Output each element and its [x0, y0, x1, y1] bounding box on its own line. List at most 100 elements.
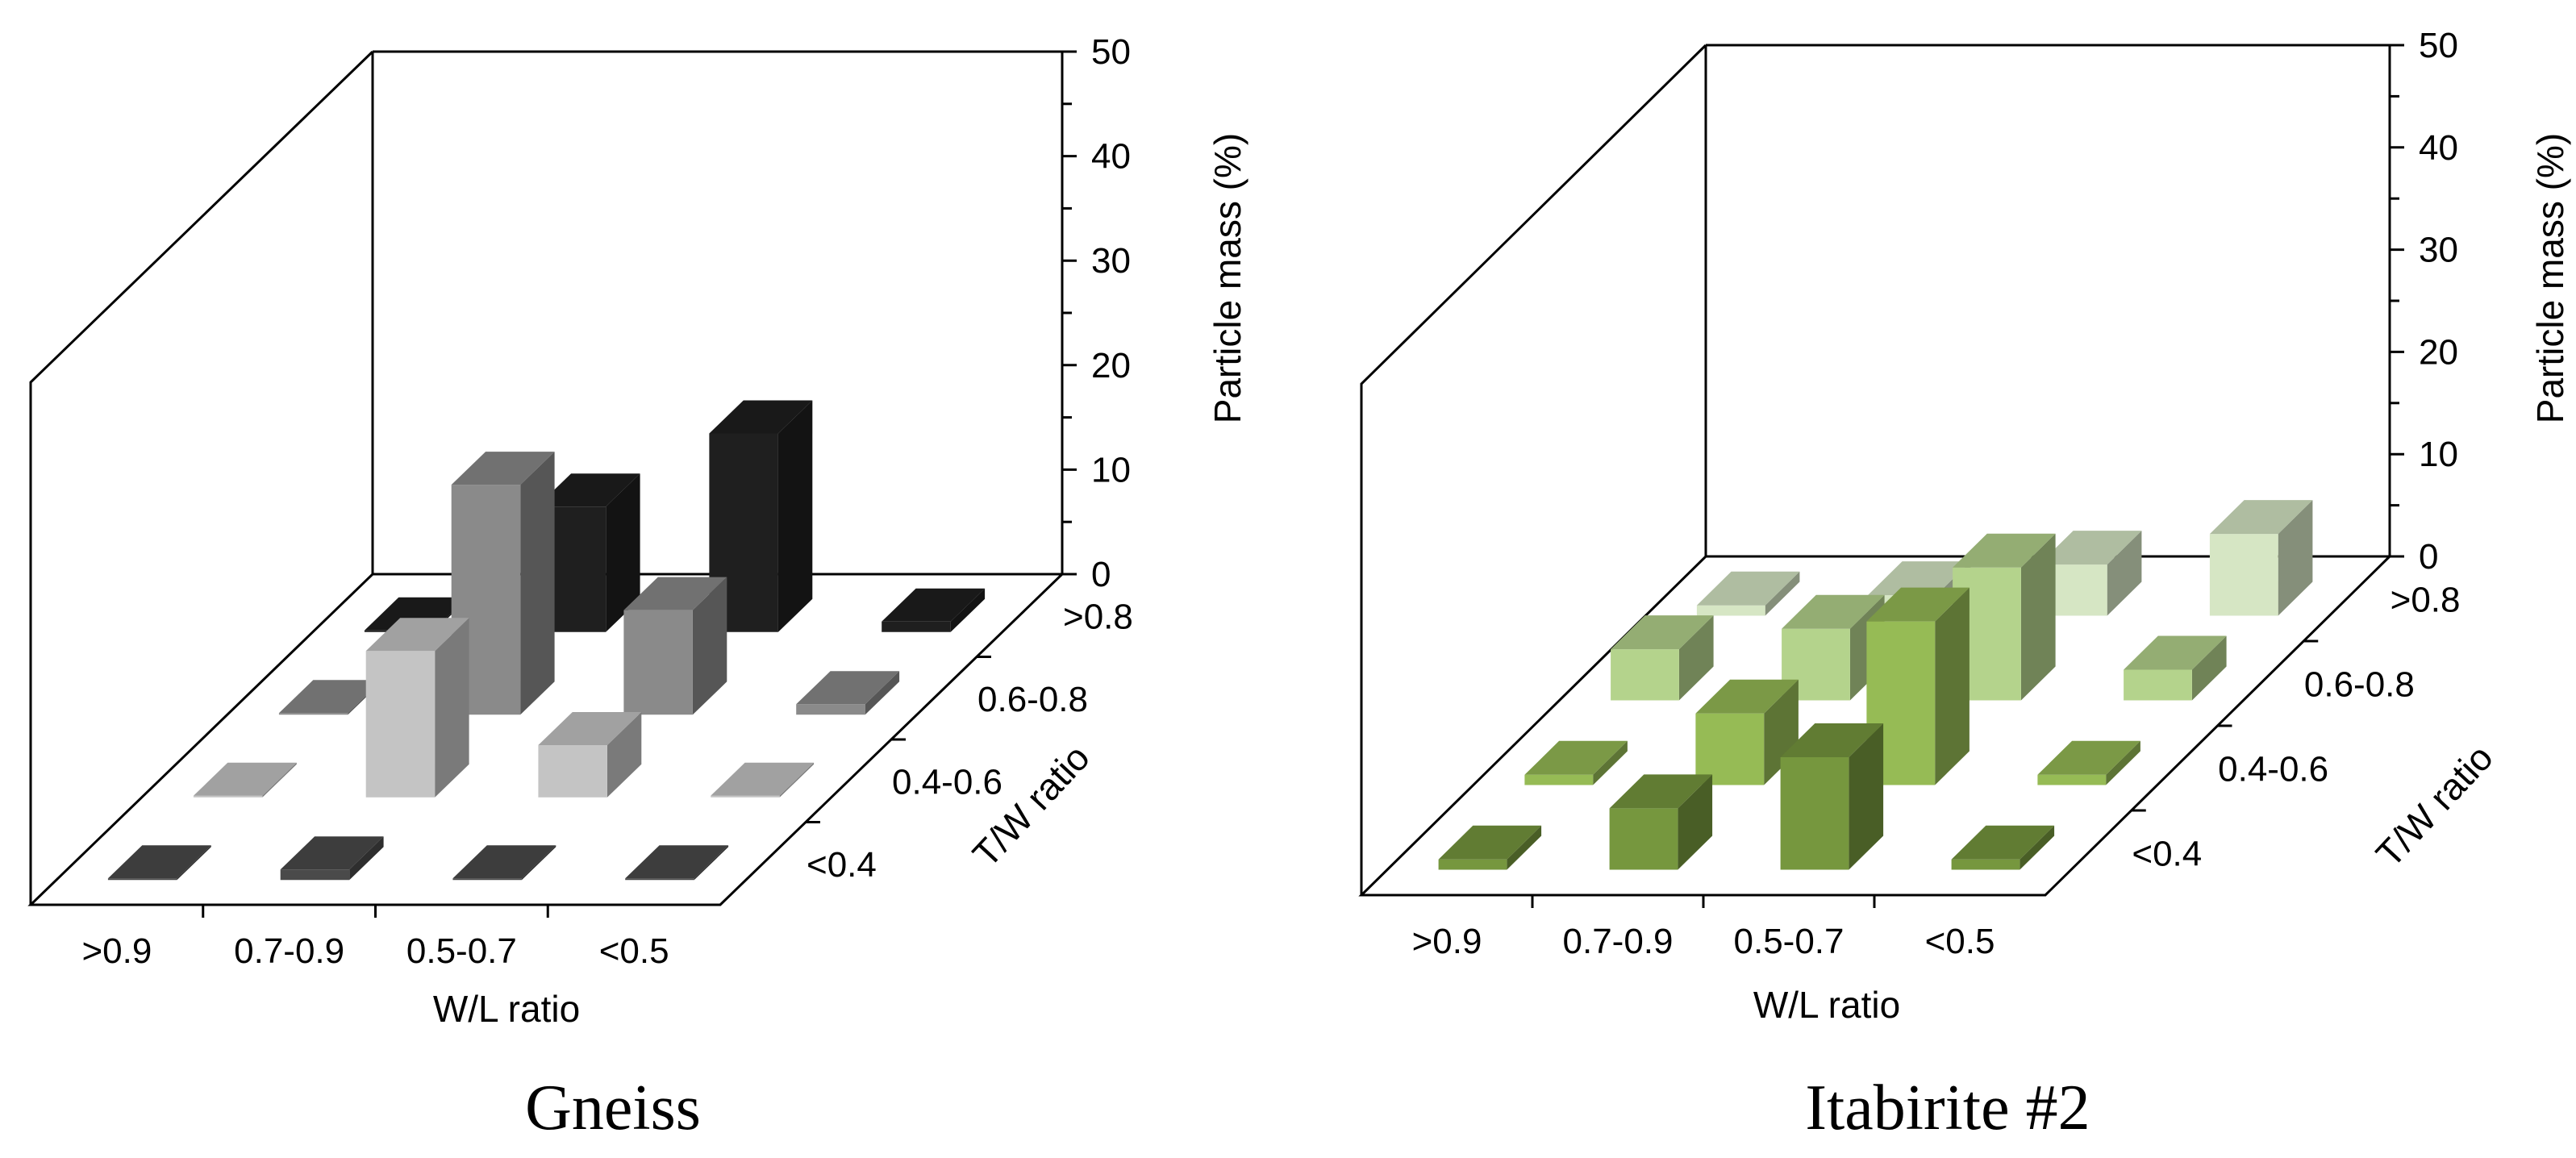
bar-side-face	[777, 400, 813, 632]
bar-front-face	[2037, 774, 2107, 785]
y-tick-label: 20	[2419, 332, 2458, 372]
x-tick-label-0p7-0p9: 0.7-0.9	[234, 931, 344, 971]
bar-front-face	[107, 878, 177, 881]
bar-lt-0p4-0p7-0p9	[1609, 774, 1713, 870]
bar-front-face	[278, 713, 348, 715]
bar-gt-0p8-gt-0p9	[1696, 571, 1800, 616]
bar-side-face	[2107, 531, 2142, 616]
bar-top-face	[623, 577, 727, 610]
bar-side-face	[606, 473, 640, 632]
bar-front-face	[538, 745, 607, 798]
bar-top-face	[1438, 825, 1542, 860]
bar-top-face	[1782, 594, 1885, 629]
z-axis: <0.4 0.4-0.6 0.6-0.8 >0.8 T/W ratio	[806, 597, 1133, 885]
bar-top-face	[2038, 531, 2142, 565]
bar-front-face	[1696, 605, 1765, 616]
bar-top-face	[452, 845, 556, 879]
left-wall-edge	[29, 50, 374, 905]
chart-title: Gneiss	[525, 1073, 701, 1143]
bar-side-face	[2020, 533, 2056, 701]
bar-top-face	[1609, 774, 1713, 809]
bar-gt-0p8-0p5-0p7	[2038, 531, 2142, 616]
x-axis: >0.9 0.7-0.9 0.5-0.7 <0.5 W/L ratio	[1412, 895, 1995, 1026]
back-wall-edge	[1706, 44, 2391, 556]
bar-side-face	[1678, 774, 1713, 870]
bar-front-face	[882, 621, 951, 632]
bar-0p4-0p6-0p5-0p7	[1866, 587, 1970, 785]
bar-top-face	[1867, 561, 1971, 596]
bar-0p6-0p8-lt-0p5	[2124, 635, 2227, 701]
bar-top-face	[1780, 723, 1884, 757]
bar-front-face	[1609, 808, 1678, 870]
bar-side-face	[2106, 740, 2140, 785]
bar-top-face	[538, 712, 642, 745]
z-tick-label-gt-0p8: >0.8	[2391, 581, 2461, 620]
y-tick-label: 40	[2419, 128, 2458, 168]
bar-front-face	[1866, 621, 1936, 785]
bar-top-face	[625, 845, 729, 879]
bar-front-face	[2038, 564, 2107, 616]
bar-0p4-0p6-lt-0p5	[2037, 740, 2140, 785]
y-tick-label: 50	[1091, 32, 1131, 72]
bar-front-face	[1953, 567, 2021, 701]
bar-top-face	[882, 588, 986, 622]
gneiss-chart: 0 10 20 30 40 50 Particle mass (%) >0.9 0.7-0.9 0…	[27, 32, 1248, 1143]
bar-front-face	[1951, 859, 2020, 870]
x-tick-label-lt-0p5: <0.5	[599, 931, 669, 971]
bar-lt-0p4-lt-0p5	[625, 845, 729, 881]
z-tick-label-0p6-0p8: 0.6-0.8	[2304, 665, 2415, 705]
y-tick-label: 30	[2419, 231, 2458, 270]
bar-top-face	[278, 680, 382, 714]
bar-top-face	[1951, 825, 2055, 860]
x-tick-label-0p5-0p7: 0.5-0.7	[406, 931, 517, 971]
z-axis-title: T/W ratio	[965, 736, 1098, 875]
bar-0p4-0p6-gt-0p9	[1524, 740, 1628, 785]
y-axis-title: Particle mass (%)	[2529, 133, 2571, 423]
x-axis: >0.9 0.7-0.9 0.5-0.7 <0.5 W/L ratio	[81, 905, 669, 1030]
bar-0p6-0p8-0p5-0p7	[1953, 533, 2056, 701]
x-axis-title: W/L ratio	[1753, 984, 1900, 1026]
bar-top-face	[709, 400, 813, 434]
bar-lt-0p4-0p5-0p7	[452, 845, 556, 881]
bar-front-face	[1611, 649, 1679, 701]
z-tick-label-lt-0p4: <0.4	[807, 845, 877, 885]
bar-lt-0p4-0p5-0p7	[1780, 723, 1884, 870]
bar-side-face	[1593, 740, 1628, 785]
bar-top-face	[451, 452, 555, 485]
x-tick-label-gt-0p9: >0.9	[1412, 922, 1482, 961]
y-axis-title: Particle mass (%)	[1207, 133, 1248, 423]
bar-0p6-0p8-0p5-0p7	[623, 577, 727, 715]
x-tick-label-0p5-0p7: 0.5-0.7	[1734, 922, 1844, 961]
bar-side-face	[950, 588, 986, 632]
bar-side-face	[2278, 500, 2313, 616]
bar-side-face	[779, 762, 815, 798]
y-tick-label: 40	[1091, 137, 1131, 177]
bar-side-face	[349, 836, 384, 881]
bar-top-face	[2124, 635, 2227, 670]
bar-front-face	[452, 878, 522, 881]
bar-front-face	[625, 878, 694, 881]
itabirite-chart: 0 10 20 30 40 50 Particle mass (%) >0.9 0.7-0.9 0…	[1358, 26, 2571, 1143]
bar-side-face	[435, 618, 469, 798]
bar-top-face	[107, 845, 211, 879]
bar-0p4-0p6-0p7-0p9	[365, 618, 469, 798]
z-axis-title: T/W ratio	[2368, 736, 2501, 875]
bar-side-face	[1507, 825, 1542, 870]
bar-front-face	[623, 610, 693, 715]
bar-side-face	[2020, 825, 2055, 870]
y-tick-label: 30	[1091, 241, 1131, 281]
bar-0p4-0p6-0p5-0p7	[538, 712, 642, 798]
y-tick-label: 50	[2419, 26, 2458, 65]
y-tick-label: 0	[1091, 555, 1111, 594]
bar-0p6-0p8-lt-0p5	[796, 671, 900, 715]
x-tick-label-gt-0p9: >0.9	[81, 931, 152, 971]
bar-side-face	[262, 762, 297, 798]
z-tick-label-0p4-0p6: 0.4-0.6	[2218, 750, 2328, 789]
bar-side-face	[1765, 571, 1800, 616]
bar-front-face	[193, 795, 263, 798]
bar-top-face	[711, 762, 815, 796]
bar-front-face	[2209, 534, 2278, 616]
bar-side-face	[520, 452, 555, 715]
bar-0p4-0p6-gt-0p9	[193, 762, 297, 798]
z-tick-label-gt-0p8: >0.8	[1063, 597, 1133, 636]
